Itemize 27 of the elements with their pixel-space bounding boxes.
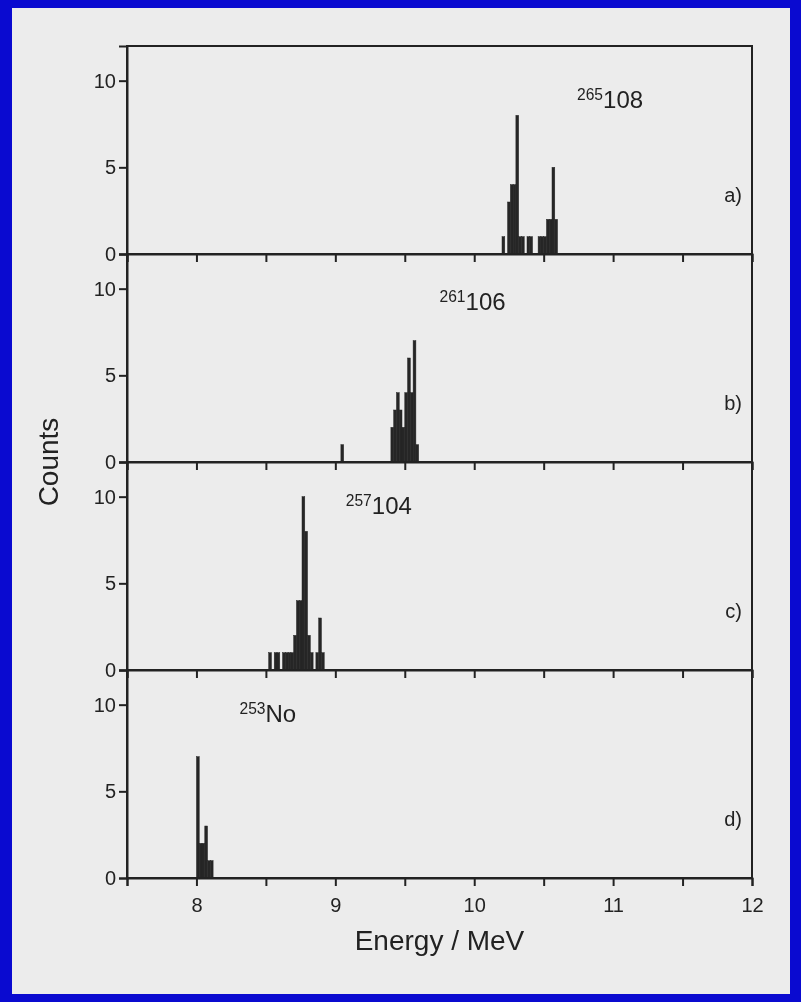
x-tick-label: 9 — [330, 894, 342, 917]
y-tick-label: 0 — [104, 866, 116, 889]
y-tick-label: 5 — [104, 780, 116, 803]
annotation: d) — [724, 808, 742, 830]
annotation: c) — [725, 600, 742, 622]
annotation: a) — [724, 184, 742, 206]
annotation: $^{253}$No — [239, 699, 297, 727]
y-tick-label: 10 — [93, 485, 116, 508]
y-tick-label: 5 — [104, 156, 116, 179]
x-tick-label: 11 — [603, 894, 624, 917]
annotation: b) — [724, 392, 742, 414]
y-tick-label: 5 — [104, 572, 116, 595]
x-tick-label: 8 — [191, 894, 203, 917]
y-tick-label: 0 — [104, 450, 116, 473]
y-tick-label: 10 — [93, 69, 116, 92]
x-axis-title: Energy / MeV — [354, 925, 525, 956]
y-tick-label: 10 — [93, 277, 116, 300]
y-tick-label: 5 — [104, 364, 116, 387]
x-tick-label: 10 — [463, 894, 486, 917]
y-axis-title: Counts — [33, 417, 64, 507]
annotation: $^{261}$106 — [439, 287, 506, 316]
y-tick-label: 10 — [93, 693, 116, 716]
y-tick-label: 0 — [104, 242, 116, 265]
x-tick-label: 12 — [741, 894, 764, 917]
y-tick-label: 0 — [104, 658, 116, 681]
annotation: $^{257}$104 — [345, 491, 412, 519]
annotation: $^{265}$108 — [577, 85, 644, 114]
